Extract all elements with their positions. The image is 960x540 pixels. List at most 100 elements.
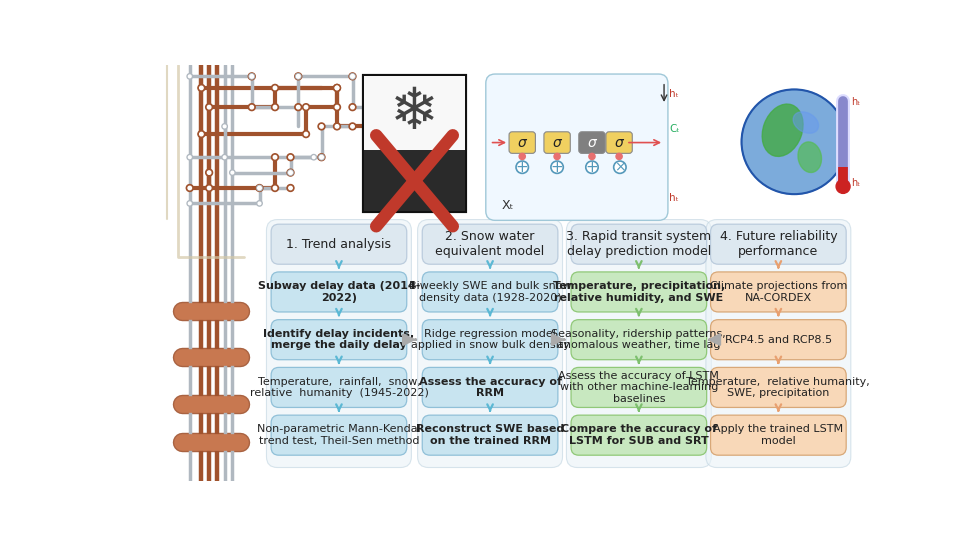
Circle shape [295,73,301,80]
Text: Temperature,  relative humanity,
SWE, precipitation: Temperature, relative humanity, SWE, pre… [686,376,870,398]
Text: RCP4.5 and RCP8.5: RCP4.5 and RCP8.5 [725,335,832,345]
Circle shape [205,104,212,111]
Ellipse shape [793,112,819,133]
Circle shape [256,185,262,191]
Text: Non-parametric Mann-Kendal
trend test, Theil-Sen method: Non-parametric Mann-Kendal trend test, T… [257,424,420,446]
Circle shape [224,125,226,128]
Circle shape [390,106,393,109]
Circle shape [304,105,308,109]
Text: σ: σ [553,136,562,150]
Circle shape [349,123,356,130]
Circle shape [188,156,191,159]
FancyBboxPatch shape [710,272,846,312]
Text: Reconstruct SWE based
on the trained RRM: Reconstruct SWE based on the trained RRM [416,424,564,446]
FancyBboxPatch shape [364,151,465,211]
FancyBboxPatch shape [579,132,605,153]
FancyBboxPatch shape [710,320,846,360]
Circle shape [256,185,263,192]
FancyBboxPatch shape [267,220,412,468]
Text: Cₜ: Cₜ [669,124,680,134]
Text: +: + [551,160,564,175]
Text: hₜ: hₜ [669,89,680,99]
Circle shape [289,171,292,174]
FancyBboxPatch shape [571,272,707,312]
Circle shape [389,104,394,110]
Circle shape [333,84,341,91]
Circle shape [333,123,341,130]
Circle shape [231,171,233,174]
Text: ×: × [614,160,626,174]
FancyBboxPatch shape [422,415,558,455]
Circle shape [350,125,354,128]
Circle shape [207,186,211,190]
Ellipse shape [762,104,804,157]
Text: 2. Snow water
equivalent model: 2. Snow water equivalent model [436,230,544,258]
Circle shape [274,186,276,190]
Circle shape [311,154,317,160]
Circle shape [349,73,356,80]
Circle shape [320,156,324,159]
Circle shape [295,104,301,111]
Circle shape [188,186,191,190]
Text: σ: σ [614,136,623,150]
Text: hₜ: hₜ [852,97,861,107]
Circle shape [613,161,626,173]
Text: Seasonality, ridership patterns,
anomalous weather, time lag: Seasonality, ridership patterns, anomalo… [551,329,726,350]
FancyBboxPatch shape [710,367,846,408]
Text: Temperature, precipitation,
relative humidity, and SWE: Temperature, precipitation, relative hum… [553,281,725,303]
Circle shape [229,170,235,176]
Circle shape [257,186,261,190]
Circle shape [302,131,309,138]
Circle shape [319,154,324,160]
FancyBboxPatch shape [544,132,570,153]
Circle shape [333,104,341,111]
Circle shape [351,75,354,78]
Circle shape [554,153,561,159]
Circle shape [222,124,228,129]
Text: Ridge regression model
applied in snow bulk density: Ridge regression model applied in snow b… [411,329,569,350]
FancyBboxPatch shape [418,220,563,468]
Circle shape [188,202,191,205]
FancyBboxPatch shape [509,132,536,153]
Circle shape [249,73,255,80]
Circle shape [274,156,276,159]
FancyBboxPatch shape [422,367,558,408]
Text: +: + [586,160,598,175]
Circle shape [333,84,341,91]
FancyBboxPatch shape [710,224,846,264]
Text: Apply the trained LSTM
model: Apply the trained LSTM model [713,424,844,446]
Circle shape [249,73,254,79]
Text: Assess the accuracy of LSTM
with other machine-learning
baselines: Assess the accuracy of LSTM with other m… [559,371,719,404]
Circle shape [312,156,315,159]
Circle shape [287,185,294,192]
Circle shape [390,125,393,128]
Circle shape [335,125,339,128]
Circle shape [205,185,212,192]
Circle shape [388,123,395,130]
Circle shape [289,186,292,190]
Circle shape [287,169,294,176]
Circle shape [350,75,354,78]
Circle shape [274,86,276,90]
Circle shape [250,105,253,109]
Circle shape [249,104,255,111]
FancyBboxPatch shape [706,220,851,468]
FancyBboxPatch shape [710,415,846,455]
FancyBboxPatch shape [486,74,668,220]
Circle shape [205,169,212,176]
Circle shape [335,105,339,109]
Circle shape [287,154,294,161]
Circle shape [187,73,192,79]
Circle shape [320,156,323,159]
Text: σ: σ [588,136,596,150]
FancyBboxPatch shape [571,415,707,455]
Circle shape [272,84,278,91]
Circle shape [207,105,211,109]
Circle shape [304,132,308,136]
Circle shape [200,86,204,90]
Circle shape [616,153,622,159]
Circle shape [288,170,293,176]
FancyBboxPatch shape [571,367,707,408]
FancyBboxPatch shape [271,320,407,360]
FancyBboxPatch shape [364,76,465,151]
